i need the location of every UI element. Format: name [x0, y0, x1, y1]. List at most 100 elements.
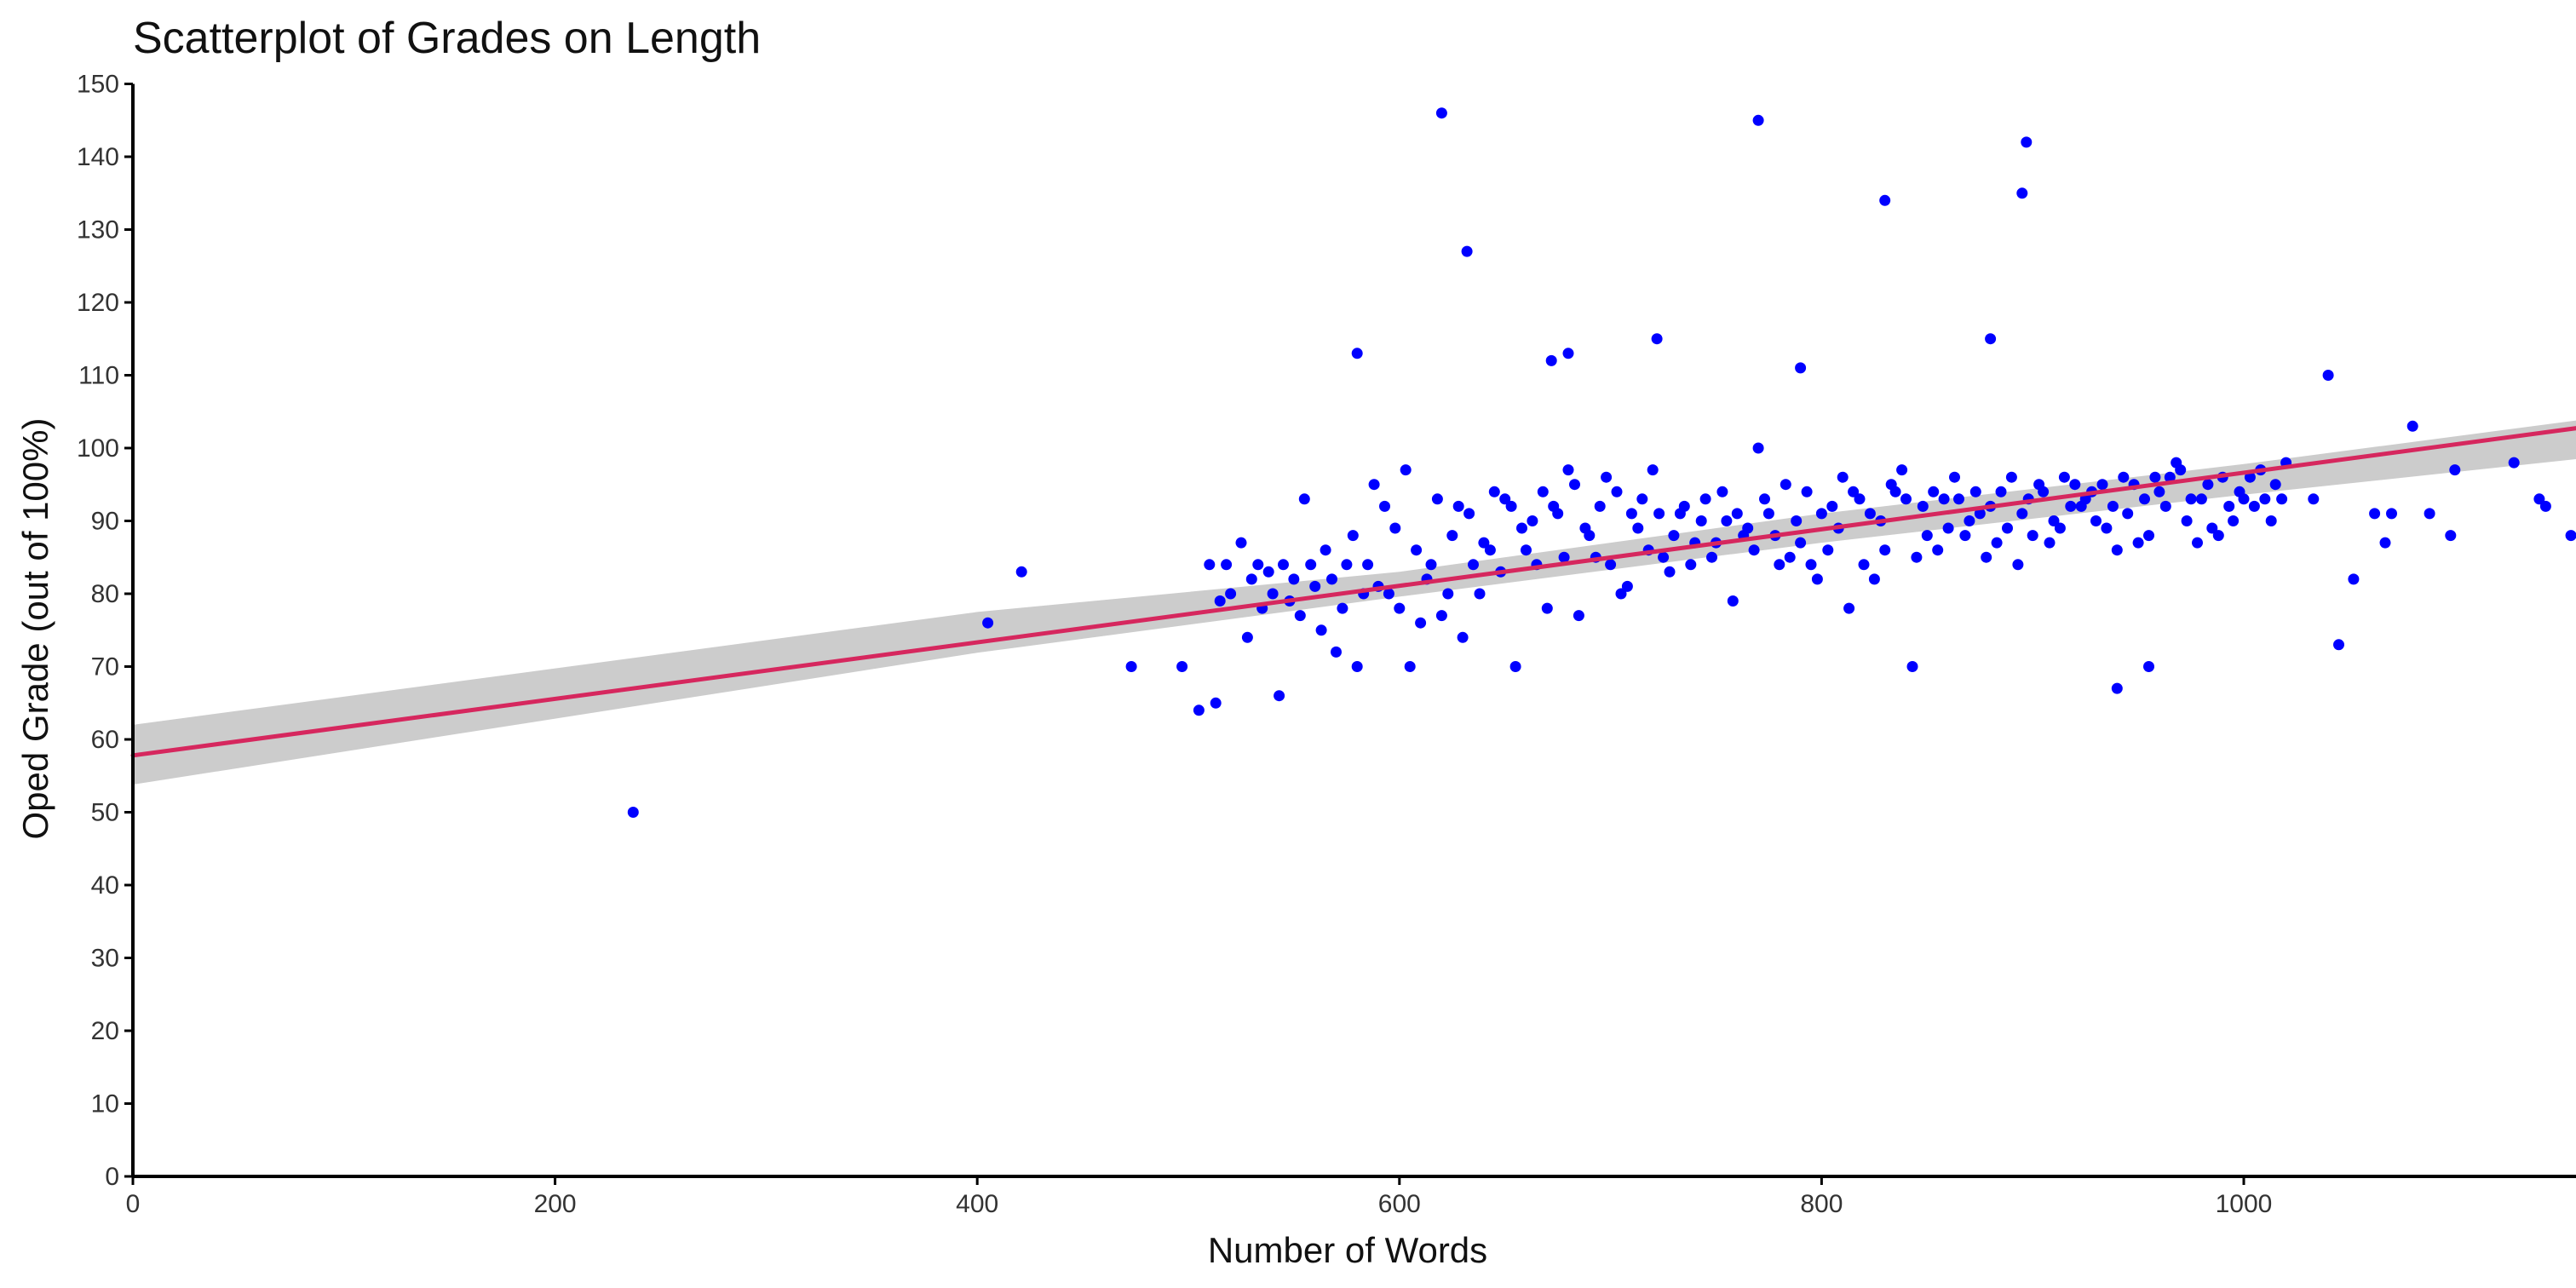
data-point — [1727, 595, 1739, 607]
data-point — [1562, 464, 1574, 476]
data-point — [2212, 530, 2224, 542]
data-point — [2386, 508, 2397, 520]
data-point — [2206, 522, 2218, 534]
data-point — [1351, 661, 1363, 672]
y-tick-label: 80 — [91, 580, 119, 608]
data-point — [1879, 544, 1891, 556]
axes-layer: 0200400600800100012001400160018002000220… — [77, 71, 2576, 1218]
data-point — [1488, 486, 1500, 497]
data-point — [1921, 530, 1933, 542]
data-point — [1678, 500, 1690, 512]
data-point — [1826, 500, 1838, 512]
data-point — [2202, 479, 2214, 491]
data-point — [2038, 486, 2050, 497]
data-point — [2139, 493, 2150, 505]
data-point — [1452, 500, 1464, 512]
data-point — [2153, 486, 2165, 497]
data-point — [1278, 559, 1289, 571]
data-point — [2508, 457, 2520, 469]
data-point — [1762, 508, 1774, 520]
data-point — [1337, 602, 1348, 614]
data-point — [1938, 493, 1950, 505]
data-point — [1605, 559, 1617, 571]
data-point — [2265, 515, 2277, 526]
data-point — [1959, 530, 1971, 542]
data-point — [1362, 559, 1374, 571]
data-point — [1463, 508, 1475, 520]
data-point — [1569, 479, 1580, 491]
data-point — [1932, 544, 1944, 556]
data-point — [1468, 559, 1479, 571]
data-point — [1611, 486, 1623, 497]
data-point — [1214, 595, 1226, 607]
data-point — [1716, 486, 1728, 497]
data-point — [2044, 537, 2056, 549]
data-point — [1235, 537, 1247, 549]
data-point — [1759, 493, 1770, 505]
data-point — [2065, 500, 2077, 512]
data-point — [1341, 559, 1353, 571]
data-point — [1995, 486, 2007, 497]
data-point — [1221, 559, 1233, 571]
data-point — [2058, 471, 2070, 483]
data-point — [627, 807, 639, 818]
data-point — [2096, 479, 2108, 491]
data-point — [1969, 486, 1981, 497]
data-point — [1331, 646, 1342, 658]
data-point — [2333, 639, 2344, 651]
y-tick-label: 50 — [91, 799, 119, 827]
data-point — [1294, 610, 1306, 622]
data-point — [1558, 551, 1570, 563]
data-point — [1584, 530, 1596, 542]
data-point — [1706, 551, 1717, 563]
data-point — [1748, 544, 1760, 556]
data-point — [1379, 500, 1390, 512]
y-tick-label: 120 — [77, 289, 119, 317]
data-point — [1435, 107, 1447, 119]
data-point — [2002, 522, 2013, 534]
data-point — [1446, 530, 1458, 542]
data-point — [2276, 493, 2288, 505]
y-tick-label: 70 — [91, 653, 119, 681]
y-tick-label: 40 — [91, 871, 119, 900]
data-point — [1601, 471, 1613, 483]
data-point — [1573, 610, 1584, 622]
data-point — [2445, 530, 2457, 542]
y-tick-label: 130 — [77, 216, 119, 244]
data-point — [2348, 573, 2360, 585]
data-point — [2143, 530, 2154, 542]
data-point — [2149, 471, 2161, 483]
data-point — [2021, 136, 2033, 148]
data-point — [2269, 479, 2281, 491]
data-point — [1204, 559, 1216, 571]
confidence-band-layer — [133, 420, 2576, 785]
data-point — [2159, 500, 2171, 512]
data-point — [1752, 114, 1764, 126]
data-point — [1752, 442, 1764, 454]
data-point — [1347, 530, 1359, 542]
data-point — [1843, 602, 1855, 614]
data-point — [2111, 544, 2123, 556]
data-point — [1658, 551, 1670, 563]
data-point — [1721, 515, 1733, 526]
data-point — [2090, 515, 2102, 526]
data-point — [1953, 493, 1964, 505]
data-point — [1478, 537, 1490, 549]
x-tick-label: 800 — [1800, 1190, 1843, 1218]
data-point — [2539, 500, 2551, 512]
y-tick-label: 20 — [91, 1017, 119, 1045]
data-point — [1245, 573, 1257, 585]
data-point — [2223, 500, 2235, 512]
data-points-layer — [627, 107, 2576, 818]
data-point — [1942, 522, 1954, 534]
data-point — [1210, 697, 1222, 709]
y-tick-label: 110 — [78, 362, 119, 390]
data-point — [1274, 690, 1285, 702]
data-point — [1400, 464, 1412, 476]
data-point — [1320, 544, 1331, 556]
data-point — [2175, 464, 2187, 476]
data-point — [2048, 515, 2060, 526]
data-point — [2132, 537, 2144, 549]
data-point — [2192, 537, 2203, 549]
data-point — [1636, 493, 1648, 505]
